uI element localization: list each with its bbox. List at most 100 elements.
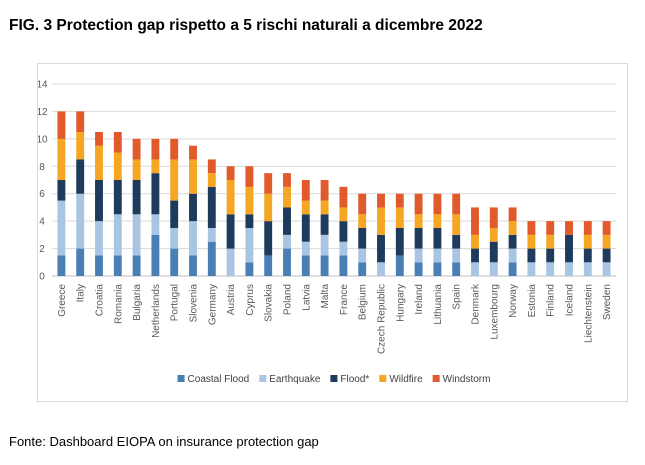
- x-tick-label: Liechtenstein: [583, 284, 594, 343]
- bar-segment: [245, 228, 254, 263]
- bar-segment: [489, 228, 498, 242]
- chart-frame: 0 2 4 6 8 10 12 14 Greece Italy Croatia Romania Bul…: [37, 63, 628, 402]
- bar-segment: [113, 214, 122, 256]
- bar-segment: [471, 234, 479, 249]
- bar-segment: [358, 262, 367, 276]
- bar-segment: [113, 255, 122, 276]
- x-tick-label: Romania: [113, 284, 124, 324]
- bar-segment: [414, 214, 423, 228]
- bar-segment: [320, 214, 329, 235]
- bar-segment: [583, 262, 592, 276]
- bar-segment: [320, 180, 329, 201]
- legend-swatch: [330, 375, 338, 382]
- bar-segment: [283, 207, 291, 235]
- bar-segment: [301, 180, 310, 201]
- x-tick-label: Belgium: [358, 284, 369, 320]
- bar-segment: [339, 207, 348, 222]
- bar-segment: [170, 138, 179, 160]
- bar-segment: [395, 193, 404, 208]
- x-tick-label: Czech Republic: [377, 284, 388, 354]
- source-note: Fonte: Dashboard EIOPA on insurance prot…: [9, 434, 319, 449]
- x-tick-label: Sweden: [602, 284, 613, 320]
- x-tick-label: Finland: [546, 284, 557, 317]
- bar-segment: [301, 214, 310, 242]
- x-tick-label: Bulgaria: [132, 284, 143, 321]
- x-tick-label: Latvia: [301, 284, 312, 311]
- y-tick-label: 14: [38, 80, 48, 91]
- bar-segment: [546, 234, 555, 249]
- bar-segment: [132, 255, 141, 276]
- bar-segment: [132, 214, 141, 256]
- bar-segment: [433, 228, 442, 249]
- bar-segment: [527, 262, 536, 276]
- bar-segment: [189, 255, 197, 276]
- x-tick-label: Malta: [320, 284, 331, 309]
- x-tick-label: Germany: [207, 284, 218, 325]
- bar-segment: [489, 262, 498, 276]
- bar-segment: [264, 221, 273, 256]
- bar-segment: [565, 262, 573, 276]
- bar-segment: [95, 180, 103, 222]
- legend-swatch: [432, 375, 440, 382]
- bar-segment: [546, 248, 555, 263]
- page-title: FIG. 3 Protection gap rispetto a 5 risch…: [9, 17, 483, 34]
- bar-segment: [358, 228, 367, 249]
- bar-segment: [207, 173, 216, 187]
- bar-segment: [395, 255, 404, 276]
- x-tick-label: Norway: [508, 284, 519, 318]
- bar-segment: [95, 145, 103, 180]
- bar-segment: [527, 234, 536, 249]
- bar-segment: [433, 248, 442, 263]
- bar-segment: [170, 248, 179, 276]
- bar-segment: [170, 159, 179, 201]
- bar-segment: [358, 214, 367, 228]
- bar-segment: [583, 234, 592, 249]
- bar-segment: [339, 241, 348, 256]
- bar-segment: [508, 207, 517, 222]
- bar-segment: [226, 166, 235, 180]
- bar-segment: [320, 255, 329, 276]
- bar-segment: [76, 111, 85, 132]
- gridlines: [52, 83, 616, 277]
- bar-segment: [113, 180, 122, 215]
- bar-segment: [76, 159, 85, 194]
- legend-item: Coastal Flood: [177, 374, 249, 385]
- bar-segment: [132, 138, 141, 160]
- bar-segment: [358, 193, 367, 215]
- y-tick-label: 8: [39, 162, 45, 173]
- bar-segment: [245, 214, 254, 228]
- bar-segment: [527, 248, 536, 263]
- bar-segment: [151, 173, 160, 215]
- bar-segment: [283, 248, 291, 276]
- bar-segment: [95, 132, 103, 146]
- bar-segment: [57, 111, 66, 139]
- bar-segment: [226, 214, 235, 249]
- bar-segment: [602, 248, 611, 263]
- bar-segment: [489, 241, 498, 263]
- x-tick-label: Croatia: [95, 284, 106, 317]
- x-tick-label: France: [339, 284, 350, 316]
- bar-segment: [452, 234, 461, 249]
- bar-segment: [358, 248, 367, 263]
- legend-label: Wildfire: [389, 374, 423, 385]
- bar-segment: [452, 214, 461, 235]
- bar-segment: [151, 159, 160, 174]
- legend-swatch: [379, 375, 387, 382]
- bar-segment: [546, 262, 555, 276]
- x-axis: Greece Italy Croatia Romania Bulgaria Netherl…: [57, 283, 613, 354]
- bar-segment: [151, 234, 160, 276]
- bar-segment: [471, 207, 479, 235]
- bar-segment: [264, 173, 273, 194]
- bar-segment: [245, 166, 254, 187]
- bar-segment: [245, 262, 254, 276]
- bar-segment: [452, 248, 461, 263]
- bar-segment: [95, 221, 103, 256]
- bar-segment: [602, 262, 611, 276]
- bar-segment: [301, 255, 310, 276]
- bar-segment: [95, 255, 103, 276]
- x-tick-label: Italy: [76, 284, 87, 302]
- bar-segment: [76, 193, 85, 249]
- bar-segment: [264, 193, 273, 222]
- bar-segment: [583, 221, 592, 235]
- y-axis: 0 2 4 6 8 10 12 14: [38, 80, 48, 283]
